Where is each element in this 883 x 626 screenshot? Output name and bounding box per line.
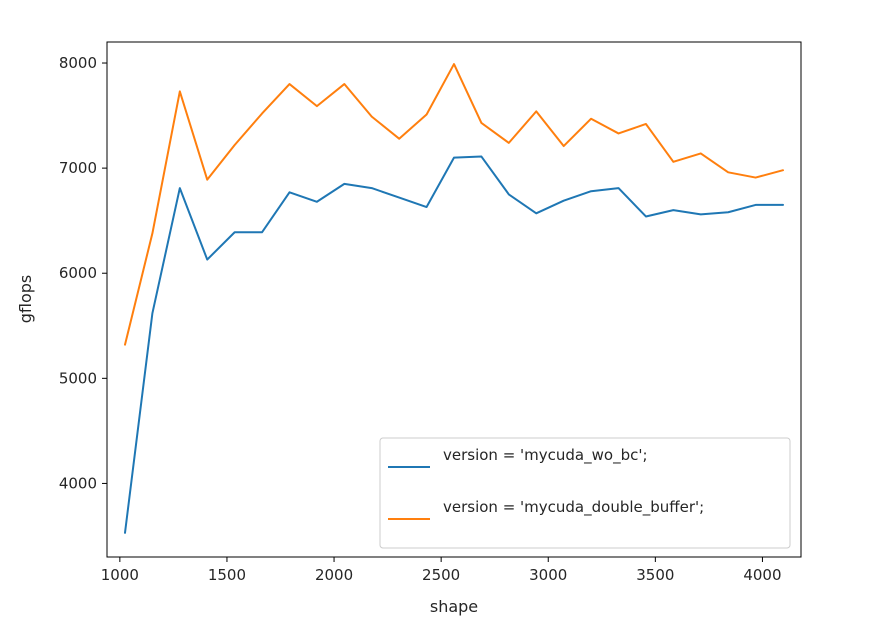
x-axis: 1000 1500 2000 2500 3000 3500 4000 (101, 557, 782, 584)
y-tick-label: 4000 (59, 474, 97, 492)
y-axis: 4000 5000 6000 7000 8000 (59, 54, 107, 492)
series-line-1 (123, 63, 785, 346)
series-line-0 (123, 155, 785, 534)
legend-box (379, 437, 791, 549)
y-tick-label: 6000 (59, 264, 97, 282)
series-layer (123, 63, 785, 534)
x-tick-label: 2000 (315, 566, 353, 584)
legend-label-double-buffer: version = 'mycuda_double_buffer'; (443, 498, 704, 517)
x-tick-label: 2500 (422, 566, 460, 584)
x-tick-label: 1000 (101, 566, 139, 584)
plot-frame (106, 41, 802, 558)
legend: version = 'mycuda_wo_bc'; version = 'myc… (379, 437, 791, 549)
x-tick-label: 4000 (743, 566, 781, 584)
x-tick-label: 3000 (529, 566, 567, 584)
y-tick-label: 5000 (59, 369, 97, 387)
x-tick-label: 1500 (208, 566, 246, 584)
y-tick-label: 8000 (59, 54, 97, 72)
x-axis-label: shape (430, 597, 478, 616)
legend-label-wo-bc: version = 'mycuda_wo_bc'; (443, 446, 648, 465)
y-axis-label: gflops (16, 275, 35, 324)
y-tick-label: 7000 (59, 159, 97, 177)
x-tick-label: 3500 (636, 566, 674, 584)
